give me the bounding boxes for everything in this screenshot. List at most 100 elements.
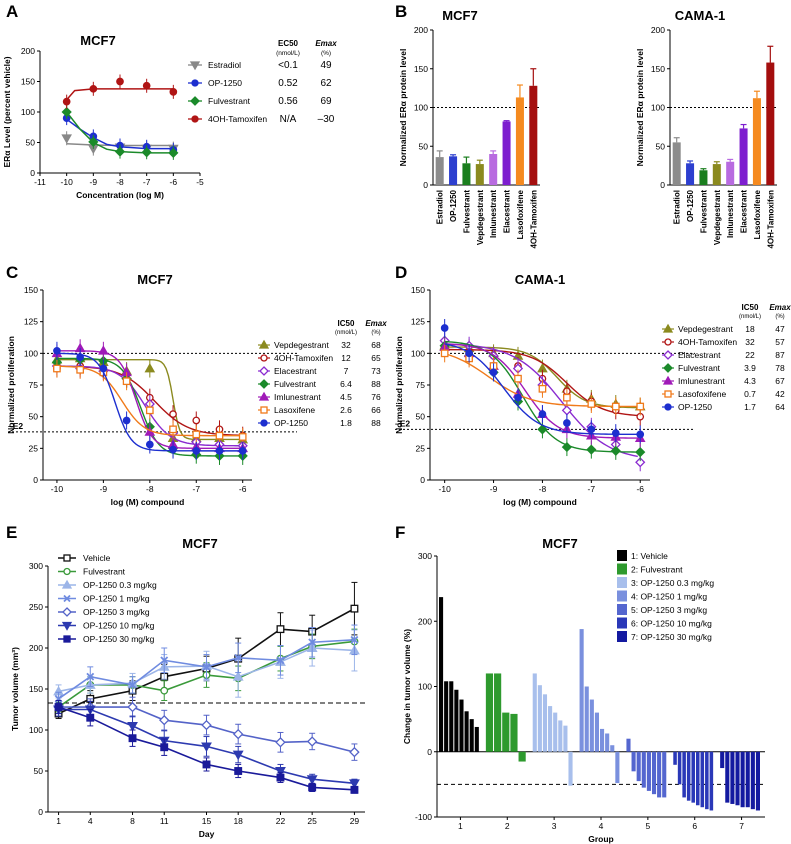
panel-f-bar-group-5: [641, 751, 646, 788]
panel-f-bar-group-2: [510, 713, 518, 752]
panel-letter-c: C: [6, 263, 18, 282]
panel-f-legend-swatch: [617, 604, 627, 615]
panel-c-legend-vepdegestrant-ic50: 32: [341, 340, 351, 350]
panel-e-op-1250-30-mg-kg-point: [86, 713, 95, 722]
panel-f-bar-group-5: [651, 751, 657, 795]
panel-f-bar-group-7: [750, 751, 755, 810]
panel-e-y-tick-label: 250: [29, 602, 43, 612]
panel-e-x-tick-label: 29: [350, 816, 360, 826]
panel-b2-y-tick-label: 150: [651, 64, 665, 74]
panel-c-y-tick-label: 100: [24, 348, 38, 358]
panel-a-legend-4oh-tamoxifen-label: 4OH-Tamoxifen: [208, 114, 267, 124]
panel-d-x-tick-label: -10: [439, 484, 452, 494]
panel-c-emax-unit: (%): [371, 330, 380, 336]
panel-b1-category-label: Elacestrant: [503, 190, 512, 233]
panel-f-bar-group-6: [691, 751, 695, 803]
panel-d-legend-imlunestrant-ic50: 4.3: [744, 376, 756, 386]
panel-b2-bar-estradiol: [672, 142, 681, 185]
panel-b2-y-tick-label: 0: [660, 180, 665, 190]
panel-c-op-1250-point: [169, 445, 177, 454]
panel-c-lasoxifene-point: [238, 433, 247, 441]
panel-c-legend-lasoxifene-ic50: 2.6: [340, 405, 352, 415]
panel-d-lasofoxifene-point: [514, 374, 522, 383]
panel-f-legend-swatch: [617, 550, 627, 561]
panel-f-bar-group-4: [615, 751, 620, 784]
panel-a-y-tick-label: 0: [30, 168, 35, 178]
panel-a-4oh-tamoxifen-point: [62, 97, 71, 106]
panel-d-legend-4oh-tamoxifen-ic50: 32: [745, 337, 755, 347]
panel-f-legend-label: 2: Fulvestrant: [631, 565, 683, 575]
panel-b1-category-label: Estradiol: [436, 190, 445, 224]
panel-d-op-1250-point: [514, 393, 522, 402]
panel-d-y-tick-label: 75: [416, 380, 426, 390]
panel-a-legend-op-1250-label: OP-1250: [208, 78, 242, 88]
panel-c-op-1250-point: [215, 447, 224, 455]
panel-d-lasofoxifene-point: [538, 384, 547, 393]
panel-e-legend-vehicle-swatch-marker: [63, 554, 71, 562]
panel-d-legend-op-1250-ic50: 1.7: [744, 402, 756, 412]
panel-a-fulvestrant-point: [88, 136, 99, 148]
panel-f-bar-group-4: [584, 686, 589, 752]
panel-d-x-tick-label: -8: [539, 484, 547, 494]
panel-a-x-tick-label: -5: [196, 177, 204, 187]
panel-e-op-1250-3-mg-kg-point: [275, 737, 286, 748]
panel-e-y-label: Tumor volume (mm³): [10, 647, 20, 731]
panel-f-bar-group-6: [682, 751, 686, 798]
panel-letter-f: F: [395, 523, 405, 542]
panel-c-legend-imlunestrant-ic50: 4.5: [340, 392, 352, 402]
panel-a-emax-header: Emax: [315, 39, 337, 48]
panel-d-op-1250-point: [587, 425, 596, 434]
panel-e-legend-op-1250-3-mg-kg-label: OP-1250 3 mg/kg: [83, 607, 150, 617]
panel-b1-category-label: OP-1250: [449, 189, 458, 222]
panel-e-op-1250-3-mg-kg-point: [127, 701, 138, 713]
panel-c-y-tick-label: 50: [29, 412, 39, 422]
panel-d-legend-4oh-tamoxifen-label: 4OH-Tamoxifen: [678, 337, 737, 347]
panel-a-y-tick-label: 100: [21, 107, 35, 117]
panel-f-bar-group-5: [646, 751, 651, 791]
panel-f-y-tick-label: -100: [415, 812, 432, 822]
panel-d-legend-vepdegestrant-swatch-marker: [662, 323, 674, 333]
panel-d-fulvestrant-point: [561, 441, 573, 453]
panel-c-ic50-unit: (nmol/L): [335, 330, 357, 336]
panel-e-op-1250-3-mg-kg-point: [232, 728, 244, 740]
panel-d-y-tick-label: 150: [411, 285, 425, 295]
panel-c-legend-4oh-tamoxifen-label: 4OH-Tamoxifen: [274, 353, 333, 363]
panel-c-lasoxifene-point: [76, 365, 85, 374]
panel-c-lasoxifene-point: [192, 430, 201, 439]
panel-c-op-1250-fit-line: [56, 352, 241, 452]
panel-f-bar-group-3: [553, 712, 558, 752]
panel-b1-category-label: 4OH-Tamoxifen: [529, 190, 538, 249]
panel-f-bar-group-5: [636, 751, 641, 782]
panel-a-y-tick-label: 150: [21, 77, 35, 87]
panel-d-op-1250-point: [538, 410, 547, 418]
panel-c-legend-op-1250-emax: 88: [371, 418, 381, 428]
panel-e-op-1250-30-mg-kg-point: [234, 767, 243, 775]
panel-d-lasofoxifene-point: [611, 402, 620, 411]
panel-b2-bar-imlunestrant: [726, 161, 735, 185]
panel-f-title: MCF7: [542, 536, 577, 551]
panel-b2-bar-elacestrant: [739, 128, 748, 185]
panel-c-lasoxifene-point: [215, 431, 224, 440]
panel-a-legend-fulvestrant-swatch-marker: [190, 96, 200, 106]
panel-b2-category-label: OP-1250: [686, 189, 695, 222]
panel-d-lasofoxifene-point: [587, 400, 596, 408]
panel-f-x-label: Group: [588, 834, 614, 844]
panel-e-op-1250-30-mg-kg-point: [54, 703, 63, 711]
panel-f-bar-group-3: [563, 725, 568, 752]
panel-e-op-1250-1-mg-kg-point: [86, 672, 95, 681]
panel-a-x-tick-label: -11: [34, 177, 46, 187]
panel-c-x-tick-label: -8: [146, 484, 154, 494]
panel-f-y-tick-label: 0: [427, 747, 432, 757]
panel-e-legend-op-1250-0-3-mg-kg-swatch-marker: [61, 579, 73, 589]
panel-b1-y-tick-label: 150: [414, 64, 428, 74]
panel-d-op-1250-point: [563, 419, 571, 427]
panel-c-title: MCF7: [137, 272, 172, 287]
panel-e-title: MCF7: [182, 536, 217, 551]
panel-a-estradiol-point: [61, 134, 72, 144]
panel-a-legend-fulvestrant-ec50: 0.56: [278, 96, 298, 107]
panel-d-op-1250-point: [636, 430, 645, 439]
panel-d-4oh-tamoxifen-fit-line: [444, 348, 638, 417]
panel-c-op-1250-point: [122, 416, 131, 425]
panel-c-op-1250-point: [53, 346, 61, 355]
panel-b2-category-label: Vepdegestrant: [713, 190, 722, 245]
